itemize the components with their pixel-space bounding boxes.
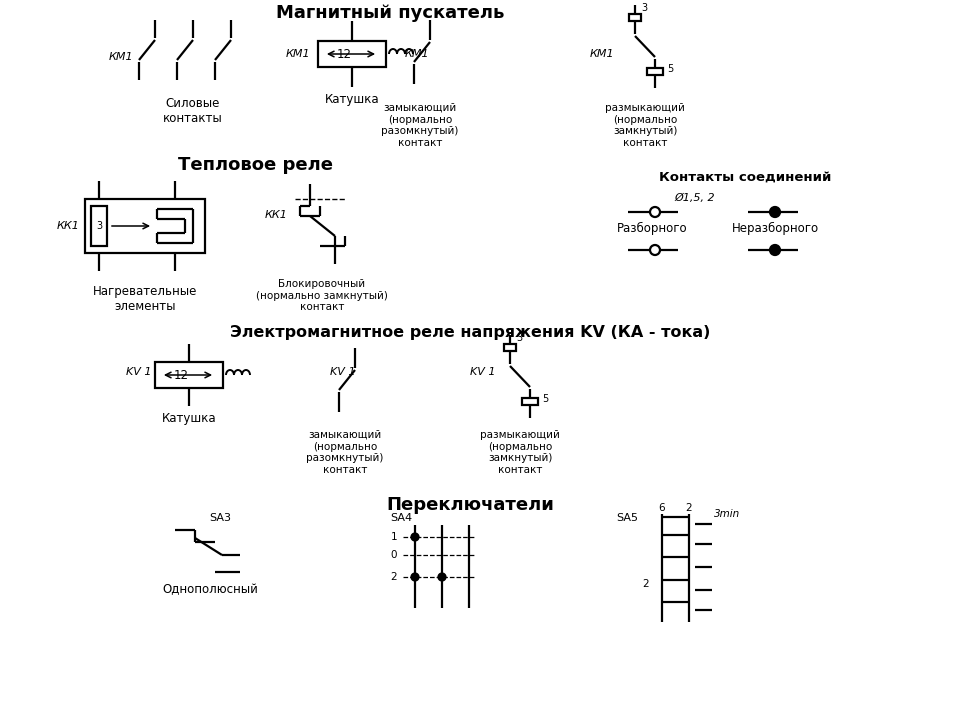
Text: 5: 5: [542, 394, 548, 404]
Text: Однополюсный: Однополюсный: [162, 583, 258, 596]
Bar: [155, 362, 223, 388]
Text: Неразборного: Неразборного: [732, 222, 819, 235]
Circle shape: [650, 245, 660, 255]
Text: Тепловое реле: Тепловое реле: [178, 156, 332, 174]
Text: Разборного: Разборного: [616, 222, 687, 235]
Text: КМ1: КМ1: [108, 52, 133, 62]
Bar: [522, 398, 538, 405]
Text: КМ1: КМ1: [285, 49, 310, 59]
Text: Электромагнитное реле напряжения KV (КА - тока): Электромагнитное реле напряжения KV (КА …: [229, 325, 710, 340]
Bar: [91, 206, 107, 246]
Text: 3min: 3min: [714, 509, 740, 519]
Text: Катушка: Катушка: [324, 92, 379, 106]
Text: 6: 6: [659, 503, 665, 513]
Text: SA4: SA4: [390, 513, 412, 523]
Text: замыкающий
(нормально
разомкнутый)
контакт: замыкающий (нормально разомкнутый) конта…: [306, 430, 384, 474]
Text: 3: 3: [641, 3, 647, 13]
Text: КМ1: КМ1: [405, 49, 430, 59]
Bar: [647, 68, 663, 75]
Text: Силовые
контакты: Силовые контакты: [163, 97, 223, 125]
Text: KV 1: KV 1: [127, 367, 152, 377]
Circle shape: [770, 245, 780, 255]
Text: Переключатели: Переключатели: [386, 496, 554, 514]
Text: 3: 3: [516, 333, 522, 343]
Text: KV 1: KV 1: [470, 367, 495, 377]
Text: Катушка: Катушка: [161, 412, 216, 425]
Text: 12: 12: [337, 48, 351, 60]
Bar: [629, 14, 641, 21]
Text: KV 1: KV 1: [330, 367, 355, 377]
Bar: [85, 199, 205, 253]
Circle shape: [412, 534, 419, 541]
Text: Нагревательные
элементы: Нагревательные элементы: [93, 285, 197, 313]
Text: Магнитный пускатель: Магнитный пускатель: [276, 4, 504, 22]
Text: 12: 12: [174, 369, 188, 382]
Bar: [318, 41, 386, 67]
Text: замыкающий
(нормально
разомкнутый)
контакт: замыкающий (нормально разомкнутый) конта…: [381, 103, 459, 148]
Text: 0: 0: [391, 550, 397, 560]
Text: Контакты соединений: Контакты соединений: [659, 171, 831, 184]
Text: 2: 2: [642, 579, 649, 589]
Circle shape: [650, 207, 660, 217]
Text: КМ1: КМ1: [590, 49, 614, 59]
Text: 2: 2: [391, 572, 397, 582]
Text: 3: 3: [96, 221, 102, 231]
Text: Ø1,5, 2: Ø1,5, 2: [675, 193, 715, 203]
Text: КК1: КК1: [265, 210, 288, 220]
Bar: [504, 344, 516, 351]
Text: 5: 5: [667, 64, 673, 74]
Text: 1: 1: [391, 532, 397, 542]
Text: SA3: SA3: [209, 513, 231, 523]
Text: КК1: КК1: [58, 221, 80, 231]
Circle shape: [412, 574, 419, 580]
Circle shape: [439, 574, 445, 580]
Circle shape: [770, 207, 780, 217]
Text: Блокировочный
(нормально замкнутый)
контакт: Блокировочный (нормально замкнутый) конт…: [256, 279, 388, 312]
Text: размыкающий
(нормально
замкнутый)
контакт: размыкающий (нормально замкнутый) контак…: [605, 103, 684, 148]
Text: SA5: SA5: [616, 513, 638, 523]
Text: 2: 2: [685, 503, 692, 513]
Text: размыкающий
(нормально
замкнутый)
контакт: размыкающий (нормально замкнутый) контак…: [480, 430, 560, 474]
